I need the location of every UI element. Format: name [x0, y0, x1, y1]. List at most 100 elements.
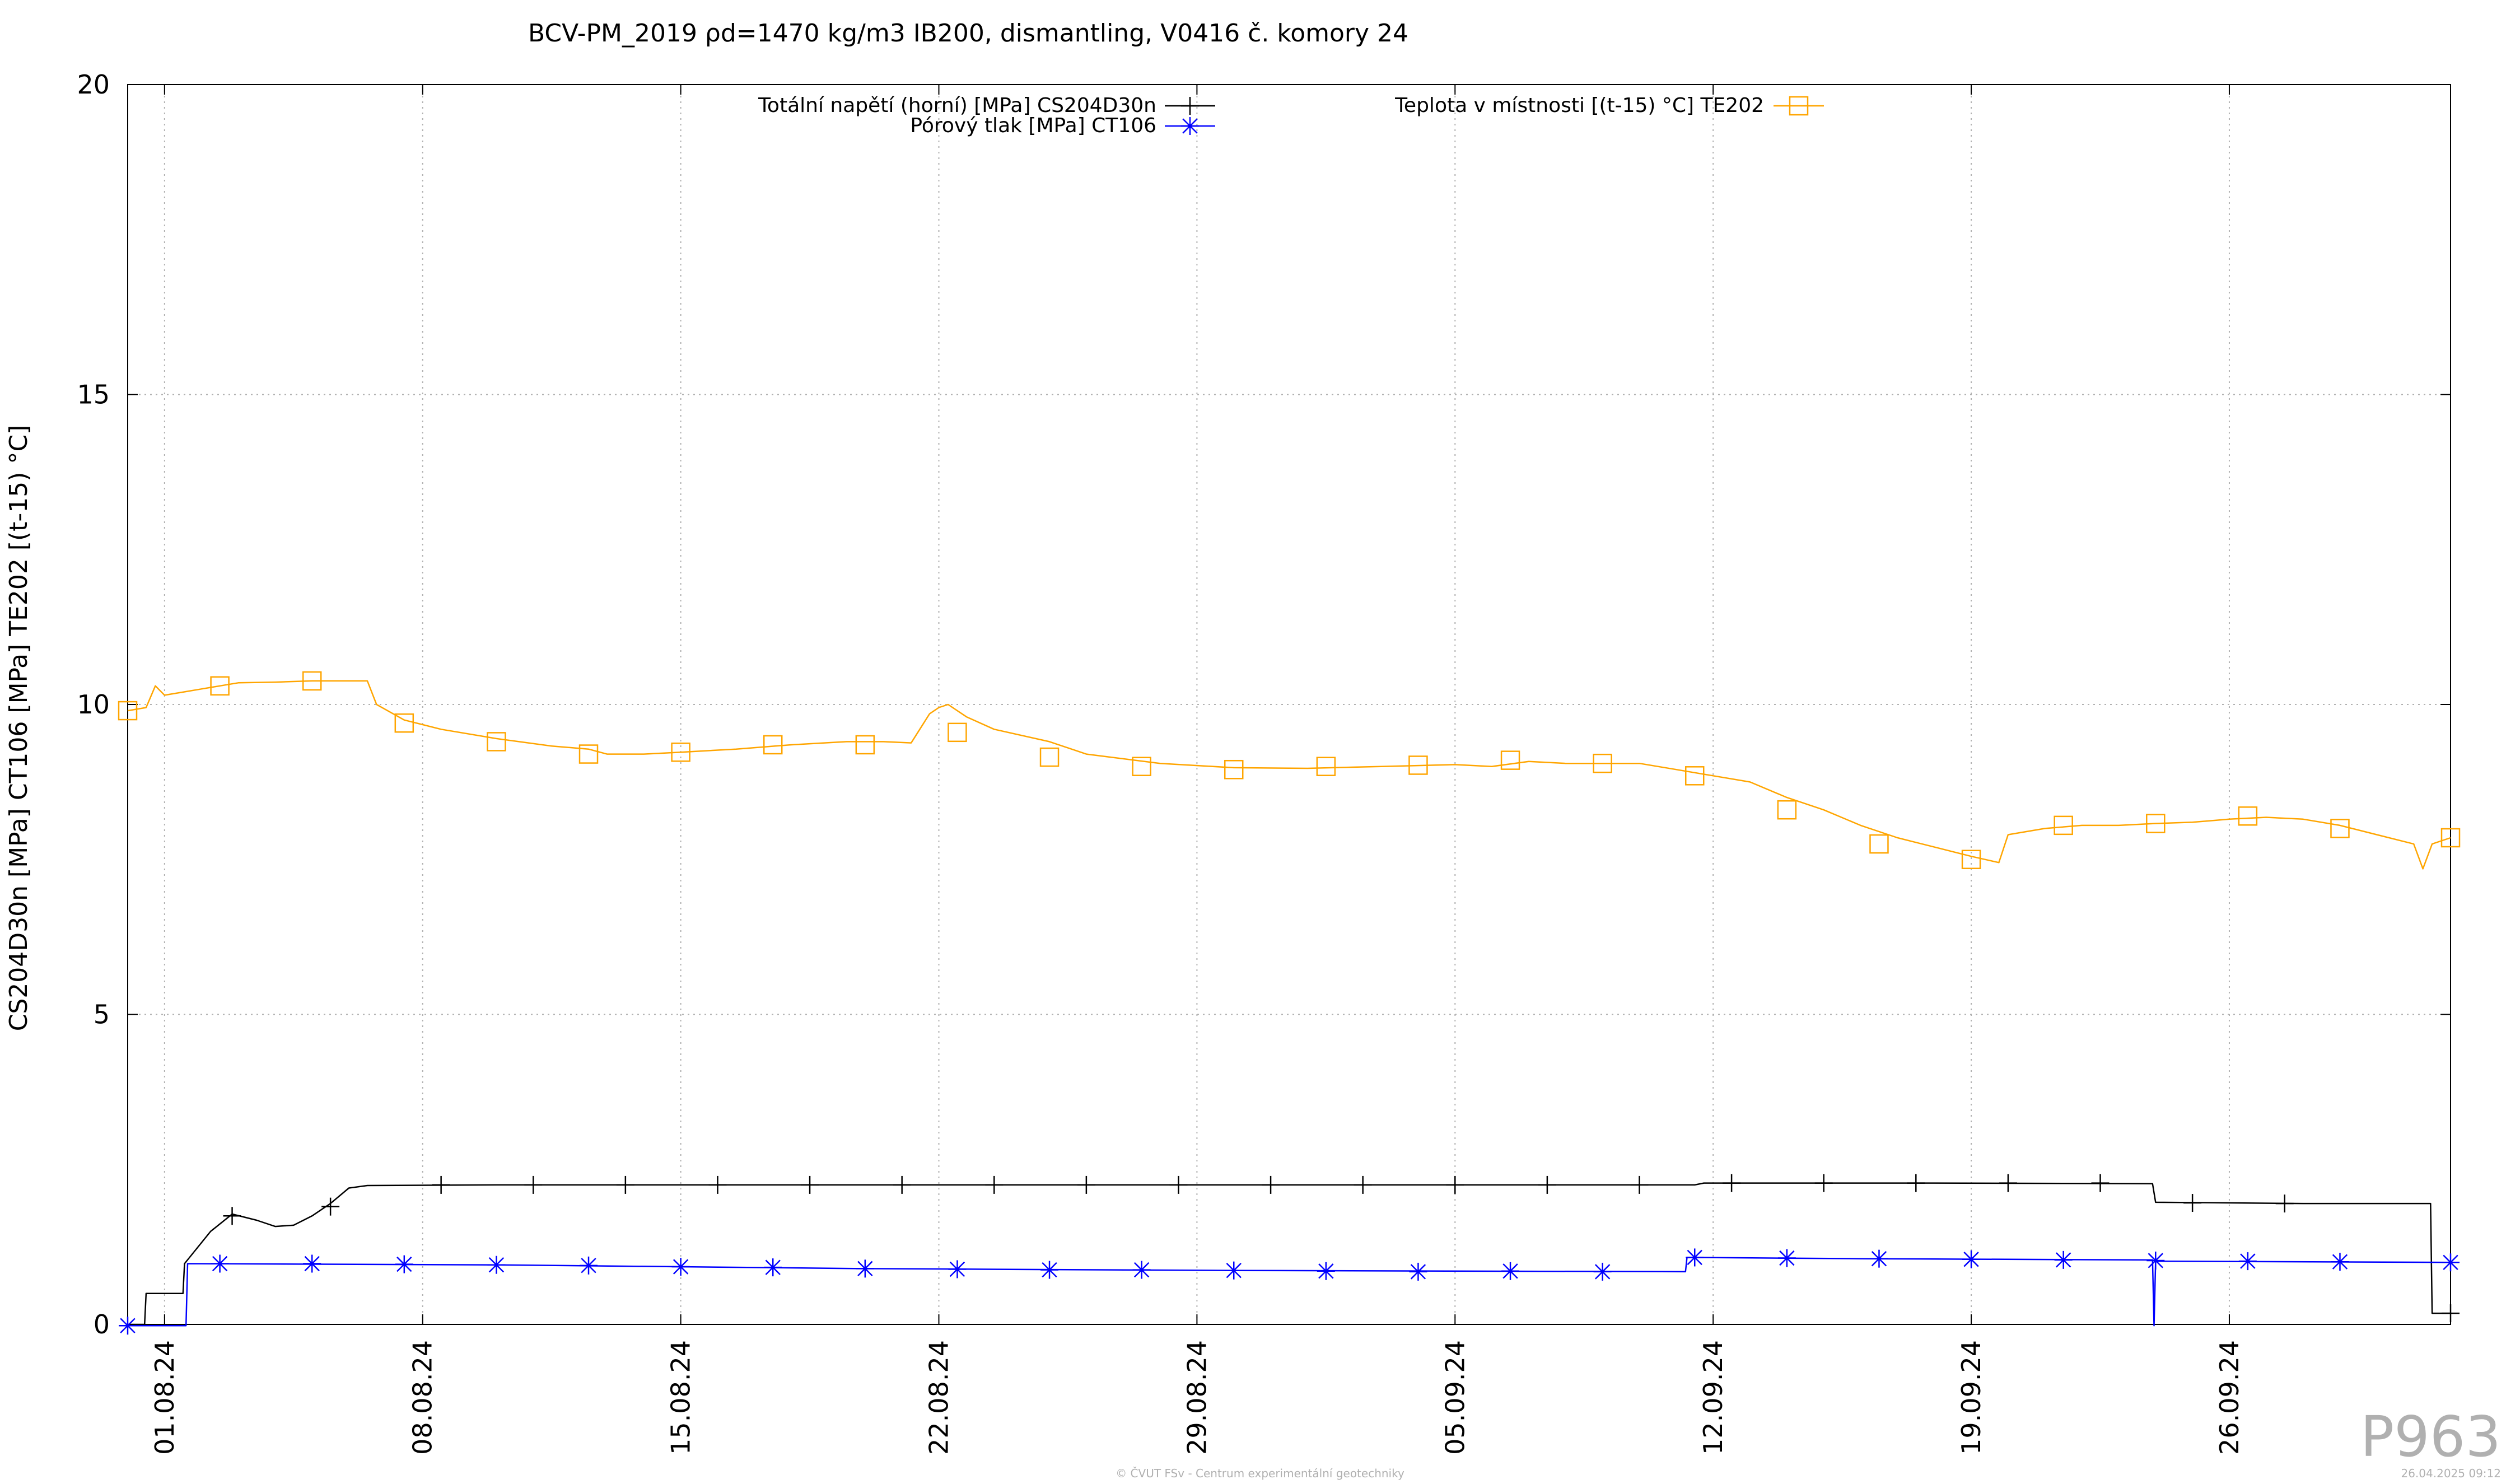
series-point-1 [211, 1254, 229, 1273]
series-point-0 [2275, 1194, 2294, 1213]
axis-ticks: 0 5 10 15 20 01.08.24 08.08.24 15.08.24 22.08.24… [77, 69, 2451, 1455]
series-line-1 [128, 1257, 2451, 1327]
series-point-2 [1316, 757, 1336, 776]
series-point-2 [394, 713, 414, 733]
series-point-2 [210, 676, 230, 696]
y-tick-label: 20 [77, 69, 110, 100]
series-line-0 [128, 1182, 2451, 1326]
chart-title: BCV-PM_2019 ρd=1470 kg/m3 IB200, dismant… [528, 19, 1408, 48]
legend-label: Pórový tlak [MPa] CT106 [910, 114, 1156, 137]
series-point-1 [2054, 1250, 2073, 1269]
x-tick-label: 08.08.24 [408, 1340, 438, 1455]
series-point-1 [2331, 1253, 2349, 1271]
series-line-2 [127, 680, 2451, 870]
grid [128, 85, 2451, 1324]
series-point-2 [1500, 750, 1520, 770]
timestamp: 26.04.2025 09:12 [2401, 1467, 2501, 1480]
series-point-2 [948, 722, 967, 743]
series-point-1 [1040, 1261, 1059, 1279]
series-point-1 [856, 1259, 874, 1278]
series-point-0 [2091, 1174, 2110, 1192]
series-point-1 [1225, 1261, 1243, 1280]
series-point-1 [1686, 1248, 1704, 1267]
series-point-1 [948, 1260, 967, 1278]
legend-marker [1789, 96, 1809, 116]
series-point-1 [303, 1254, 321, 1273]
series-point-1 [1132, 1261, 1151, 1279]
series-point-2 [1224, 759, 1244, 780]
x-tick-label: 12.09.24 [1698, 1340, 1728, 1455]
x-tick-label: 01.08.24 [150, 1340, 180, 1455]
series-point-0 [1077, 1175, 1095, 1194]
series-point-1 [2442, 1253, 2460, 1272]
series-point-2 [671, 742, 690, 762]
x-tick-label: 26.09.24 [2214, 1340, 2244, 1455]
series-point-0 [1354, 1175, 1372, 1194]
legend-marker [1181, 117, 1199, 135]
x-tick-label: 15.08.24 [666, 1340, 696, 1455]
y-tick-label: 5 [94, 1000, 110, 1030]
series-point-0 [524, 1175, 543, 1194]
series-point-1 [2238, 1252, 2257, 1271]
series-point-2 [1593, 753, 1612, 773]
series-point-0 [432, 1175, 450, 1194]
y-axis-label: CS204D30n [MPa] CT106 [MPa] TE202 [(t-15… [4, 425, 33, 1032]
series-point-1 [1317, 1262, 1335, 1280]
y-tick-label: 10 [77, 689, 110, 720]
series-point-2 [2054, 815, 2073, 836]
series-point-0 [708, 1175, 727, 1194]
series-point-1 [395, 1255, 413, 1273]
series-point-0 [1723, 1174, 1741, 1192]
series-point-0 [223, 1207, 241, 1225]
series-point-2 [763, 735, 783, 755]
series-point-0 [2442, 1304, 2460, 1323]
series-point-0 [1262, 1175, 1280, 1194]
series-point-1 [580, 1256, 598, 1275]
series-point-2 [855, 735, 875, 755]
series-point-0 [321, 1197, 340, 1216]
series-markers [118, 671, 2461, 1335]
series-point-0 [801, 1175, 819, 1194]
series-point-0 [1999, 1174, 2017, 1192]
series-point-1 [671, 1258, 690, 1276]
series-point-0 [616, 1175, 634, 1194]
series-point-2 [302, 671, 322, 691]
y-tick-label: 0 [94, 1309, 110, 1340]
credit-text: © ČVUT FSv - Centrum experimentální geot… [1116, 1467, 1404, 1480]
series-point-1 [2146, 1251, 2165, 1270]
x-tick-label: 05.09.24 [1440, 1340, 1470, 1455]
series-point-2 [1961, 850, 1981, 869]
legend-label: Totální napětí (horní) [MPa] CS204D30n [758, 94, 1156, 117]
series-point-2 [578, 744, 599, 764]
x-tick-label: 29.08.24 [1182, 1340, 1212, 1455]
series-point-0 [985, 1175, 1004, 1194]
series-point-0 [2183, 1194, 2202, 1212]
series-point-2 [1685, 766, 1705, 786]
series-point-2 [2238, 806, 2258, 826]
series-point-2 [2330, 819, 2350, 838]
series-point-2 [2440, 828, 2461, 848]
series-point-0 [1169, 1175, 1188, 1194]
legend-marker [1181, 97, 1199, 115]
series-point-2 [2146, 814, 2166, 833]
series-point-0 [1446, 1175, 1464, 1194]
plot-id: P963 [2360, 1404, 2501, 1469]
series-point-1 [764, 1258, 782, 1277]
legend-label: Teplota v místnosti [(t-15) °C] TE202 [1394, 94, 1764, 117]
x-tick-label: 22.08.24 [924, 1340, 954, 1455]
series-point-1 [1777, 1249, 1796, 1267]
legend: Totální napětí (horní) [MPa] CS204D30nPó… [758, 94, 1824, 137]
series-point-1 [1870, 1249, 1888, 1268]
series-point-0 [1630, 1175, 1649, 1194]
series-point-1 [1593, 1262, 1612, 1281]
series-point-1 [1409, 1262, 1427, 1281]
series-point-1 [1501, 1262, 1520, 1280]
x-tick-label: 19.09.24 [1956, 1340, 1986, 1455]
series-point-2 [1039, 747, 1060, 767]
series-lines [127, 680, 2451, 1327]
y-tick-label: 15 [77, 380, 110, 410]
series-point-2 [118, 701, 138, 721]
series-point-1 [487, 1256, 506, 1274]
series-point-2 [487, 732, 506, 752]
